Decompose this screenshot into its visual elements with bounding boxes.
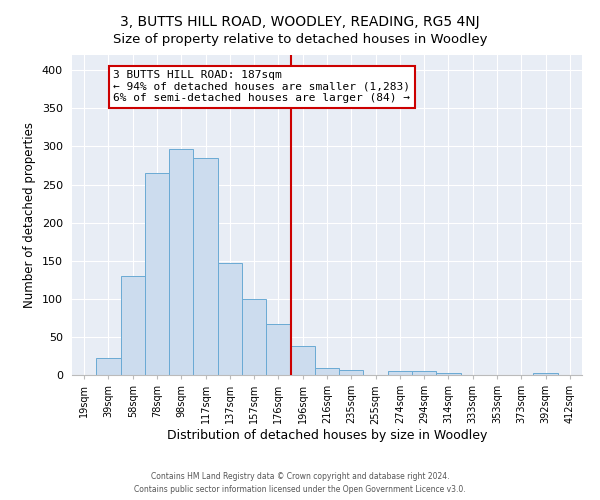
X-axis label: Distribution of detached houses by size in Woodley: Distribution of detached houses by size … [167, 429, 487, 442]
Bar [533, 374, 558, 375]
Text: 3, BUTTS HILL ROAD, WOODLEY, READING, RG5 4NJ: 3, BUTTS HILL ROAD, WOODLEY, READING, RG… [120, 15, 480, 29]
Bar [266, 324, 290, 375]
Text: 3 BUTTS HILL ROAD: 187sqm
← 94% of detached houses are smaller (1,283)
6% of sem: 3 BUTTS HILL ROAD: 187sqm ← 94% of detac… [113, 70, 410, 103]
Bar [169, 148, 193, 375]
Bar [218, 263, 242, 375]
Text: Size of property relative to detached houses in Woodley: Size of property relative to detached ho… [113, 32, 487, 46]
Y-axis label: Number of detached properties: Number of detached properties [23, 122, 36, 308]
Bar [412, 371, 436, 375]
Bar [388, 371, 412, 375]
Bar [339, 370, 364, 375]
Bar [290, 346, 315, 375]
Bar [121, 276, 145, 375]
Bar [315, 368, 339, 375]
Text: Contains HM Land Registry data © Crown copyright and database right 2024.
Contai: Contains HM Land Registry data © Crown c… [134, 472, 466, 494]
Bar [436, 372, 461, 375]
Bar [96, 358, 121, 375]
Bar [242, 299, 266, 375]
Bar [145, 173, 169, 375]
Bar [193, 158, 218, 375]
